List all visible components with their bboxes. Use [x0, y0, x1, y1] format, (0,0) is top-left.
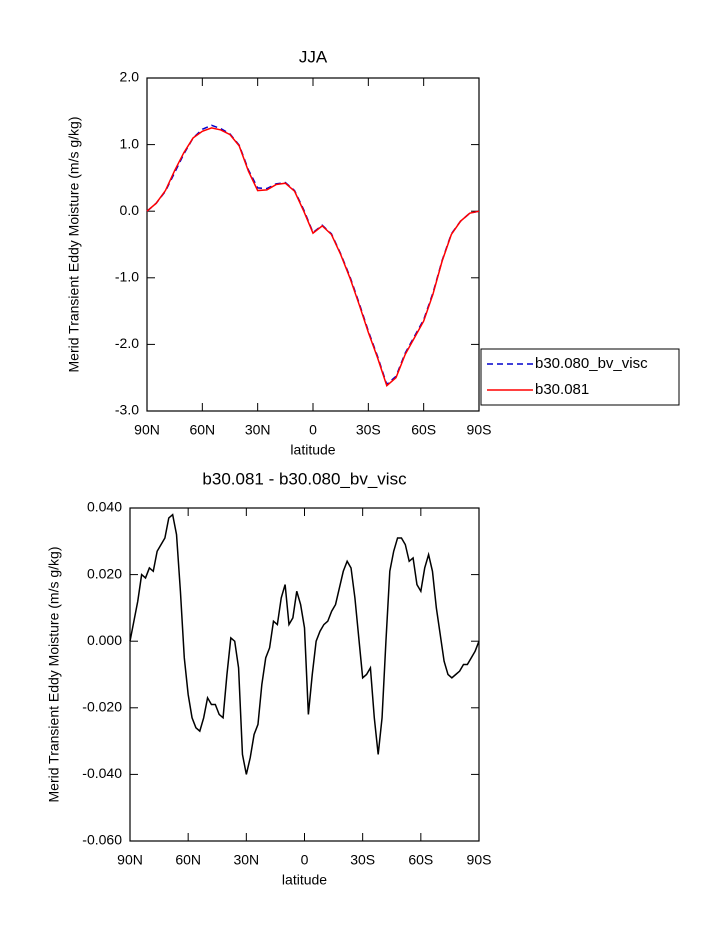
y-tick-label: -0.040: [82, 765, 122, 781]
x-tick-label: 90S: [467, 852, 492, 868]
x-tick-label: 90N: [117, 852, 143, 868]
x-tick-label: 30N: [245, 422, 271, 438]
y-tick-label: -3.0: [115, 402, 139, 418]
y-tick-label: -1.0: [115, 269, 139, 285]
x-tick-label: 0: [309, 422, 317, 438]
data-line: [129, 513, 480, 775]
plot-frame: [129, 507, 480, 842]
plot-frame: [146, 77, 480, 412]
legend-label: b30.081: [535, 381, 589, 398]
y-tick-label: 0.040: [87, 499, 122, 515]
x-tick-label: 60N: [175, 852, 201, 868]
chart-title: b30.081 - b30.080_bv_visc: [202, 469, 407, 488]
y-tick-label: 1.0: [120, 135, 140, 151]
y-tick-label: 0.000: [87, 632, 122, 648]
x-tick-label: 90N: [134, 422, 160, 438]
x-tick-label: 30S: [350, 852, 375, 868]
legend-label: b30.080_bv_visc: [535, 355, 648, 372]
x-tick-label: 30N: [233, 852, 259, 868]
y-tick-label: -2.0: [115, 335, 139, 351]
x-axis-label: latitude: [290, 442, 335, 458]
y-tick-label: -0.020: [82, 699, 122, 715]
chart-title: JJA: [299, 47, 328, 66]
x-tick-label: 60N: [189, 422, 215, 438]
data-line: [146, 124, 480, 386]
x-tick-label: 60S: [411, 422, 436, 438]
y-axis-label: Merid Transient Eddy Moisture (m/s g/kg): [66, 117, 82, 373]
x-axis-label: latitude: [282, 872, 327, 888]
y-axis-label: Merid Transient Eddy Moisture (m/s g/kg): [46, 547, 62, 803]
x-tick-label: 30S: [356, 422, 381, 438]
y-tick-label: 0.020: [87, 565, 122, 581]
y-tick-label: 2.0: [120, 69, 140, 85]
y-tick-label: -0.060: [82, 832, 122, 848]
x-tick-label: 60S: [408, 852, 433, 868]
x-tick-label: 0: [301, 852, 309, 868]
legend-box: [480, 348, 680, 406]
y-tick-label: 0.0: [120, 202, 140, 218]
data-line: [146, 127, 480, 387]
x-tick-label: 90S: [467, 422, 492, 438]
